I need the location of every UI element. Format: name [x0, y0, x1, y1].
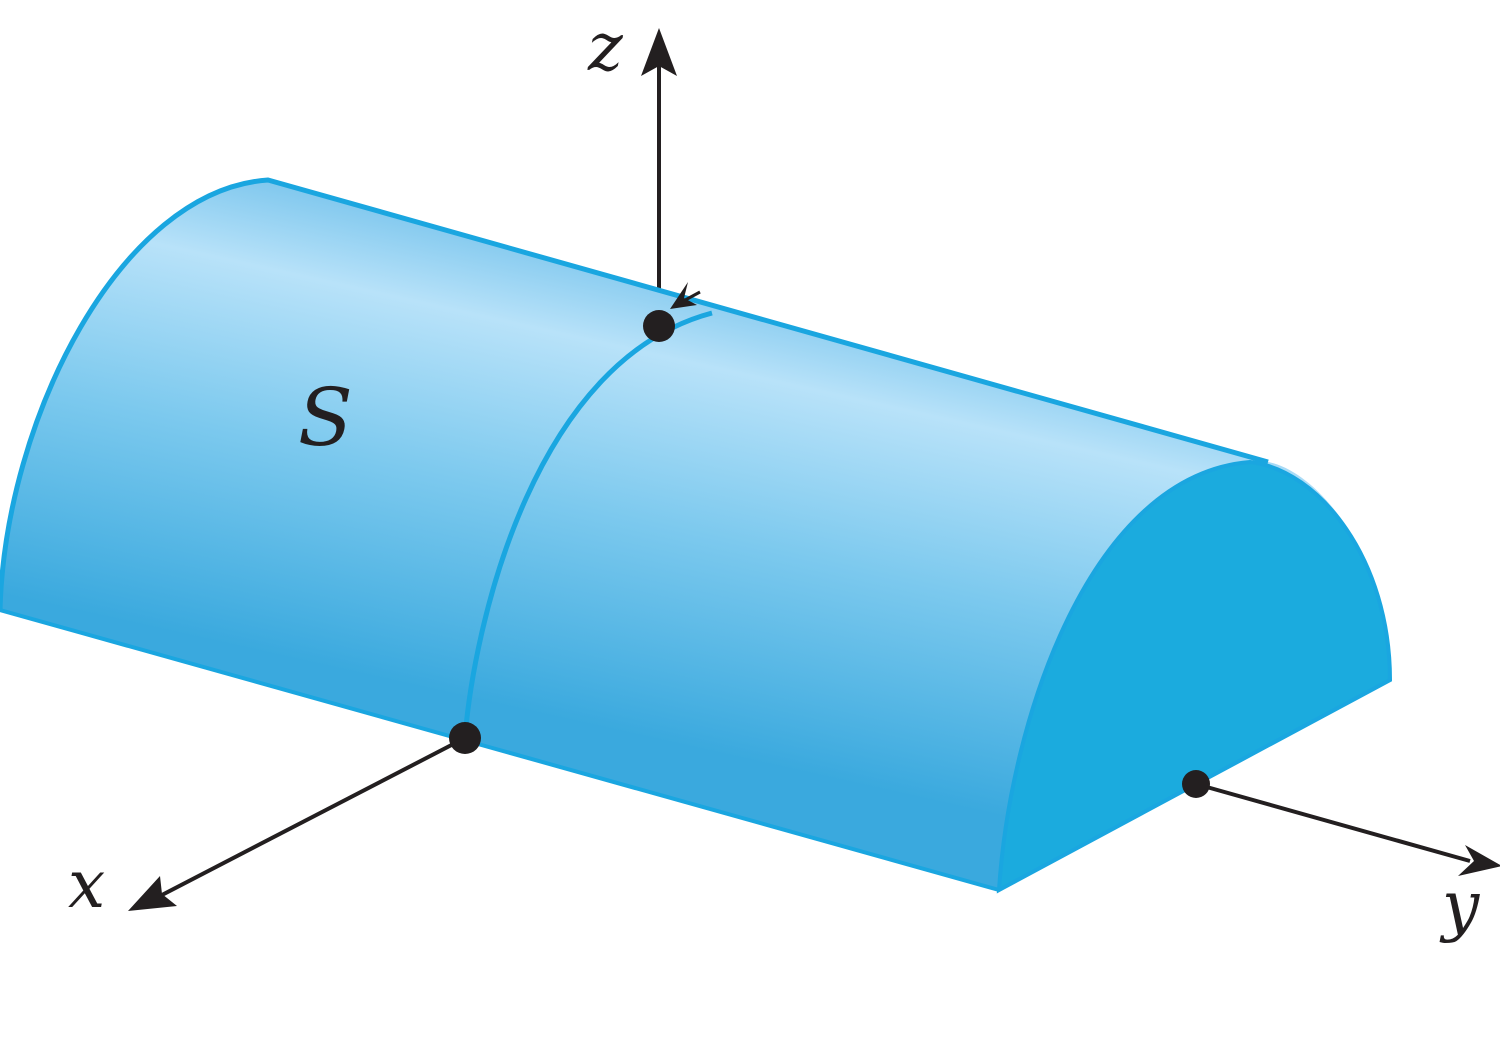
y-axis-label: y [1439, 867, 1480, 944]
x-axis [128, 736, 466, 911]
z-axis-label: z [587, 9, 624, 86]
y-axis [1195, 782, 1500, 876]
z-axis [641, 28, 677, 322]
y-axis-point [1182, 770, 1210, 798]
y-axis-arrowhead [1458, 845, 1500, 876]
y-axis-line [1195, 782, 1471, 863]
origin-side-point [449, 722, 481, 754]
cross-section-curve [462, 310, 713, 738]
z-axis-hidden-arrowhead [670, 282, 701, 309]
z-axis-arrowhead [641, 28, 677, 76]
x-axis-line [159, 736, 466, 898]
surface-label: S [298, 371, 353, 464]
surface-bottom-edge [0, 608, 1000, 892]
x-axis-arrowhead [128, 876, 177, 911]
top-point [643, 310, 675, 342]
x-axis-label: x [68, 846, 105, 923]
surface-top-edge [0, 177, 1269, 611]
front-end-cap [996, 459, 1393, 894]
